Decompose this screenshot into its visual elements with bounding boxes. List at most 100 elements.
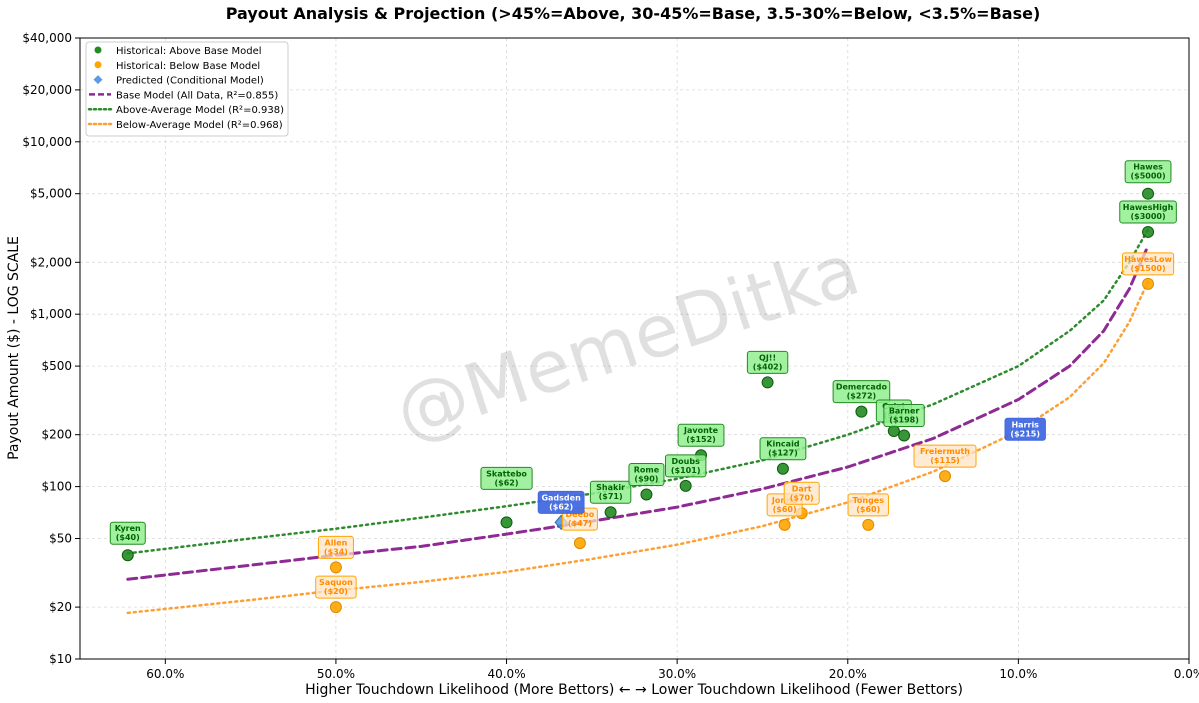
label-box [746,350,789,374]
label-line: HawesLow [1124,255,1172,264]
point-haweshigh [1142,225,1155,238]
x-tick-label: 30.0% [658,667,696,681]
point-saquon [329,601,342,614]
label-text: Hawes ($5000) [1130,163,1165,181]
label-line: ($5000) [1130,172,1165,181]
label-kincaid: Kincaid ($127) [759,437,807,461]
label-line: Doubs [672,457,701,466]
point-kyren [121,549,134,562]
point-freiermuth [939,470,952,483]
legend-item: Historical: Above Base Model [94,46,262,57]
label-text: Deebo ($47) [566,510,595,528]
point-qj [761,376,774,389]
label-box [759,437,807,461]
label-saquon: Saquon ($20) [315,575,357,599]
label-line: ($3000) [1130,212,1165,221]
legend: Historical: Above Base Model Historical: … [85,41,289,137]
x-tick-label: 20.0% [829,667,867,681]
label-line: Hawes [1133,163,1163,172]
label-line: ($90) [634,474,658,483]
label-line: ($1500) [1130,264,1165,273]
x-axis-label: Higher Touchdown Likelihood (More Bettor… [305,682,963,698]
label-box [1004,417,1046,441]
label-box [1124,160,1172,184]
legend-item: Below-Average Model (R²=0.968) [87,120,283,131]
label-line: Demercado [836,383,888,392]
label-text: Tonges ($60) [852,496,884,514]
y-tick-label: $50 [49,531,72,545]
label-line: QJ!! [759,353,776,362]
y-tick-label: $200 [41,428,72,442]
label-box [783,481,820,505]
label-line: ($20) [324,587,348,596]
label-line: Javonte [683,426,719,435]
x-tick-label: 0.0% [1174,667,1199,681]
label-line: ($115) [930,456,960,465]
x-tick-label: 50.0% [317,667,355,681]
x-tick-label: 40.0% [487,667,525,681]
label-line: ($34) [324,547,348,556]
point-skattebo [500,516,513,529]
label-allen: Allen ($34) [317,535,354,559]
legend-label: Historical: Below Base Model [116,61,260,72]
label-line: ($47) [568,519,592,528]
point-doubs [679,479,692,492]
label-box [1121,252,1175,276]
legend-label: Below-Average Model (R²=0.968) [116,120,283,131]
label-box [913,444,977,468]
label-line: Freiermuth [920,447,970,456]
label-box [847,493,889,517]
point-shakir [604,506,617,519]
point-labels: Kyren ($40)Skattebo ($62)Shakir ($71)Rome ($… [109,160,1177,599]
label-line: Skattebo [486,469,527,478]
point-kincaid [776,462,789,475]
model-curves [126,228,1150,615]
base-model-curve [126,244,1150,581]
legend-marker-circle [94,46,102,54]
y-tick-label: $100 [41,480,72,494]
label-line: ($71) [599,492,623,501]
label-harris: Harris ($215) [1004,417,1046,441]
label-line: Rome [634,465,660,474]
label-box [1119,200,1177,224]
label-text: Skattebo ($62) [486,469,527,487]
label-box [317,535,354,559]
label-text: Kincaid ($127) [766,440,800,458]
label-line: Tonges [852,496,884,505]
label-text: Allen ($34) [324,538,348,556]
y-tick-label: $10,000 [22,135,72,149]
label-line: ($198) [889,415,919,424]
legend-label: Base Model (All Data, R²=0.855) [116,90,278,101]
label-shakir: Shakir ($71) [589,480,632,504]
label-line: ($402) [753,362,783,371]
legend-label: Above-Average Model (R²=0.938) [116,105,284,116]
label-text: Shakir ($71) [596,483,625,501]
label-line: Allen [325,538,348,547]
label-haweshigh: HawesHigh ($3000) [1119,200,1177,224]
label-line: ($215) [1010,429,1040,438]
label-dart: Dart ($70) [783,481,820,505]
label-rome: Rome ($90) [628,462,665,486]
point-hawes [1142,187,1155,200]
legend-marker-circle [94,61,102,69]
legend-item: Historical: Below Base Model [94,61,260,72]
label-line: HawesHigh [1123,203,1174,212]
label-line: ($60) [773,505,797,514]
y-tick-label: $2,000 [30,255,72,269]
label-line: Dart [792,484,812,493]
label-box [664,454,707,478]
label-line: ($40) [116,533,140,542]
label-kyren: Kyren ($40) [109,521,146,545]
label-text: Dart ($70) [790,484,814,502]
point-barner [898,429,911,442]
point-rome [640,488,653,501]
label-text: Saquon ($20) [319,578,353,596]
label-javonte: Javonte ($152) [677,423,725,447]
label-text: Doubs ($101) [671,457,701,475]
label-line: Saquon [319,578,353,587]
above-average-model-curve [126,228,1150,555]
label-line: Harris [1011,420,1039,429]
point-coleman [887,425,900,438]
label-skattebo: Skattebo ($62) [480,466,533,490]
